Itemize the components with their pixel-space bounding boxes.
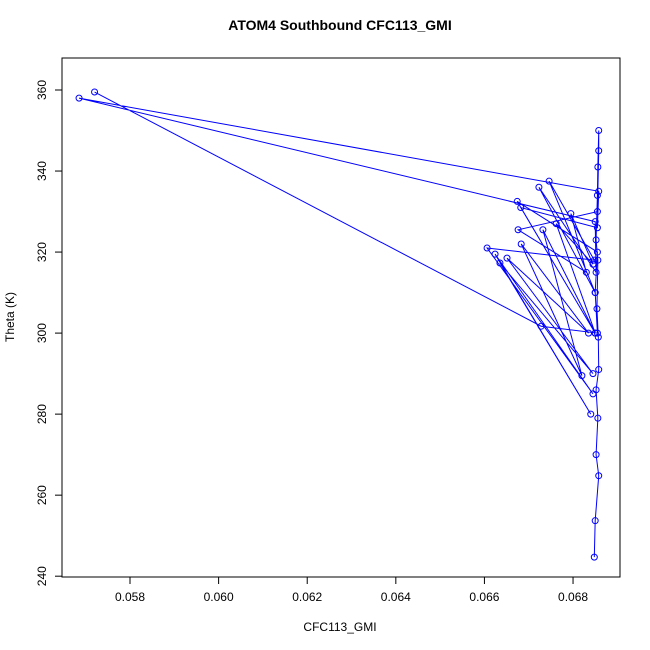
data-point — [594, 256, 602, 264]
data-point — [590, 256, 598, 264]
y-tick-label: 360 — [35, 80, 49, 100]
y-axis-label: Theta (K) — [3, 292, 17, 342]
data-point — [535, 183, 543, 191]
chart-title: ATOM4 Southbound CFC113_GMI — [228, 17, 452, 33]
y-tick-label: 320 — [35, 242, 49, 262]
data-point — [595, 187, 603, 195]
data-point — [552, 220, 560, 228]
data-point — [594, 163, 602, 171]
data-point — [591, 517, 599, 525]
x-tick-label: 0.060 — [204, 590, 234, 604]
data-point — [582, 268, 590, 276]
data-point — [496, 259, 504, 267]
data-point — [594, 333, 602, 341]
data-point — [592, 236, 600, 244]
data-point — [593, 329, 601, 337]
data-point — [595, 147, 603, 155]
data-point — [589, 260, 597, 268]
x-axis-label: CFC113_GMI — [303, 620, 376, 634]
y-tick-label: 280 — [35, 404, 49, 424]
data-point — [585, 329, 593, 337]
data-line — [78, 91, 600, 558]
data-point — [91, 88, 99, 96]
data-point — [592, 268, 600, 276]
data-point — [593, 305, 601, 313]
data-point — [567, 210, 575, 218]
data-point — [589, 370, 597, 378]
data-point — [491, 250, 499, 258]
y-tick-label: 300 — [35, 323, 49, 343]
data-point — [545, 177, 553, 185]
data-point — [503, 254, 511, 262]
data-point — [595, 127, 603, 135]
y-tick-label: 260 — [35, 485, 49, 505]
data-point — [591, 289, 599, 297]
data-point — [537, 322, 545, 330]
data-point — [594, 414, 602, 422]
data-point — [539, 226, 547, 234]
data-point — [591, 218, 599, 226]
data-point — [593, 191, 601, 199]
data-point — [483, 244, 491, 252]
x-tick-label: 0.062 — [292, 590, 322, 604]
data-point — [513, 197, 521, 205]
plot-frame — [61, 57, 621, 578]
data-point — [592, 386, 600, 394]
data-point — [593, 224, 601, 232]
x-tick-label: 0.058 — [115, 590, 145, 604]
x-tick-label: 0.064 — [381, 590, 411, 604]
data-point — [590, 553, 598, 561]
data-point — [517, 240, 525, 248]
data-point — [595, 472, 603, 480]
data-point — [514, 226, 522, 234]
data-point — [587, 410, 595, 418]
y-tick-label: 240 — [35, 566, 49, 586]
data-point — [592, 451, 600, 459]
data-point — [595, 366, 603, 374]
data-point — [593, 208, 601, 216]
data-point — [75, 94, 83, 102]
x-tick-label: 0.068 — [558, 590, 588, 604]
data-point — [578, 372, 586, 380]
x-tick-label: 0.066 — [469, 590, 499, 604]
y-tick-label: 340 — [35, 161, 49, 181]
data-point — [517, 204, 525, 212]
data-point — [593, 248, 601, 256]
